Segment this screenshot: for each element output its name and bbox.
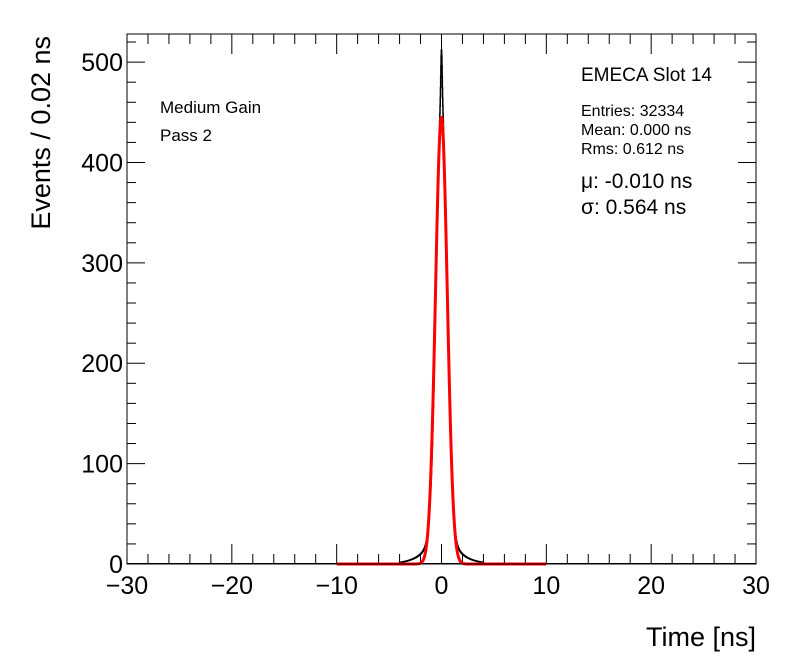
x-tick-label: −10 — [315, 572, 357, 600]
y-axis-title: Events / 0.02 ns — [26, 36, 56, 230]
gain-label: Medium Gain — [160, 98, 261, 117]
pass-label: Pass 2 — [160, 126, 212, 145]
x-axis-title: Time [ns] — [646, 622, 756, 652]
chart-title: EMECA Slot 14 — [581, 65, 712, 86]
y-tick-label: 200 — [81, 350, 123, 378]
mean-stat: Mean: 0.000 ns — [581, 122, 691, 139]
axis-ticks — [126, 34, 757, 565]
x-tick-label: 30 — [742, 572, 770, 600]
y-tick-label: 300 — [81, 250, 123, 278]
y-tick-label: 400 — [81, 149, 123, 177]
rms-stat: Rms: 0.612 ns — [581, 141, 684, 158]
plot-frame — [126, 33, 757, 565]
x-tick-label: −30 — [106, 572, 148, 600]
x-tick-label: 0 — [435, 572, 449, 600]
y-tick-label: 100 — [81, 451, 123, 479]
entries-stat: Entries: 32334 — [581, 103, 684, 120]
data-histogram-line — [398, 49, 485, 564]
x-tick-label: −20 — [211, 572, 253, 600]
fit-mu: μ: -0.010 ns — [581, 170, 692, 193]
x-tick-label: 10 — [532, 572, 560, 600]
x-tick-label: 20 — [637, 572, 665, 600]
fit-sigma: σ: 0.564 ns — [581, 196, 686, 219]
y-tick-label: 500 — [81, 49, 123, 77]
y-tick-label: 0 — [109, 551, 123, 579]
